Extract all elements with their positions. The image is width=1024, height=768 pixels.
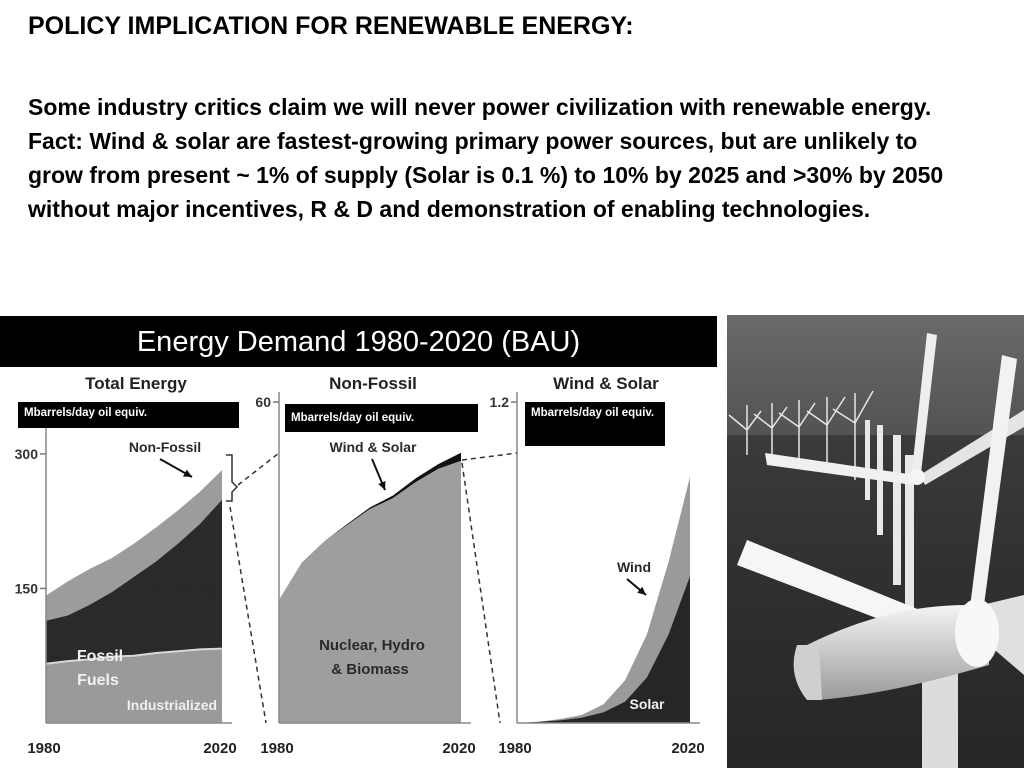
wind-turbine-icon [727, 315, 1024, 768]
x-tick-label: 2020 [442, 740, 475, 757]
x-tick-label: 1980 [27, 740, 60, 757]
chart-annotation: Nuclear, Hydro [319, 637, 425, 654]
chart-annotation: Fuels [77, 672, 119, 689]
chart-annotation: Developing [142, 580, 217, 596]
chart-annotation: Industrialized [127, 697, 217, 713]
x-tick-label: 1980 [260, 740, 293, 757]
y-tick-label: 150 [15, 580, 39, 596]
non-fossil-bracket [226, 454, 239, 502]
series-area-wind [517, 476, 690, 723]
slide-title: POLICY IMPLICATION FOR RENEWABLE ENERGY: [28, 12, 634, 40]
chart-banner: Energy Demand 1980-2020 (BAU) [0, 316, 717, 367]
unit-label-total: Mbarrels/day oil equiv. [18, 402, 239, 428]
unit-label-non-fossil: Mbarrels/day oil equiv. [285, 404, 478, 432]
x-tick-label: 2020 [203, 740, 236, 757]
chart-annotation: Solar [629, 696, 665, 712]
wind-solar-chart: Wind & Solar 1.2 1980 2020 Wind Solar [490, 374, 705, 757]
wind-arrow-head [637, 586, 646, 595]
y-tick-label: 300 [15, 446, 39, 462]
series-area-industrialized [46, 648, 222, 723]
chart-annotation: Wind & Solar [330, 439, 418, 455]
energy-demand-charts: Total Energy 300 150 1980 2020 Non-Fossil Deve… [15, 374, 705, 757]
series-area-developing [46, 499, 222, 664]
x-tick-label: 2020 [671, 740, 704, 757]
connector-1-top [237, 452, 280, 486]
non-fossil-arrow-head [183, 469, 192, 477]
total-energy-chart: Total Energy 300 150 1980 2020 Non-Fossil Deve… [15, 374, 237, 757]
x-tick-label: 1980 [498, 740, 531, 757]
connector-2-top [461, 452, 518, 461]
chart-annotation: Fossil [77, 648, 123, 665]
slide-body-text: Some industry critics claim we will neve… [28, 94, 944, 222]
series-line-industrialized [45, 647, 223, 665]
y-tick-label: 60 [255, 394, 271, 410]
chart-annotation: & Biomass [331, 661, 409, 678]
series-area-solar [517, 575, 690, 723]
wind-solar-arrow-head [378, 481, 386, 490]
chart-annotation: Non-Fossil [129, 439, 201, 455]
chart-title: Total Energy [85, 374, 187, 393]
wind-turbine-photo [727, 315, 1024, 768]
unit-label-wind-solar: Mbarrels/day oil equiv. [525, 402, 665, 446]
chart-connectors [159, 452, 647, 724]
chart-title: Non-Fossil [329, 374, 417, 393]
series-area-non-fossil [46, 470, 222, 621]
chart-annotation: Wind [617, 559, 651, 575]
series-area-nuclear-hydro-biomass [279, 460, 461, 723]
connector-1-bottom [229, 506, 267, 724]
chart-title: Wind & Solar [553, 374, 659, 393]
y-tick-label: 1.2 [490, 394, 510, 410]
non-fossil-chart: Non-Fossil 60 1980 2020 Wind & Solar Nuclear,… [255, 374, 475, 757]
connector-2-bottom [461, 462, 501, 724]
